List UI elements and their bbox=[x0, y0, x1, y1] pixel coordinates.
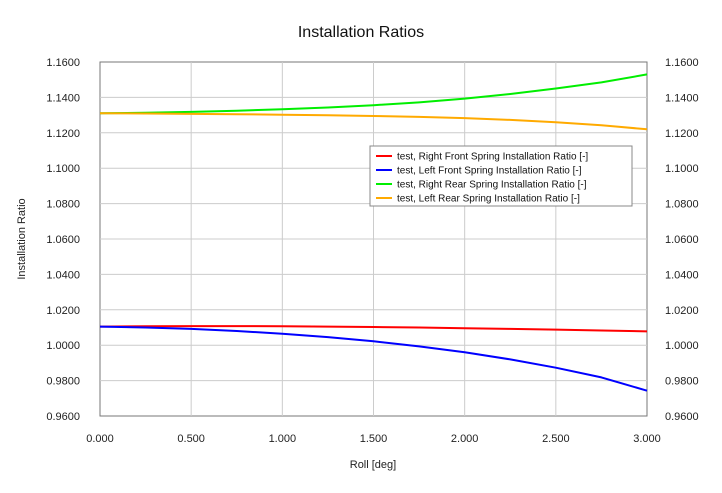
right-y-tick-label: 1.0400 bbox=[665, 269, 699, 281]
left-y-axis-ticks: 0.9600 0.9800 1.0000 1.0200 1.0400 1.0600 1.08… bbox=[46, 57, 80, 423]
right-y-tick-label: 1.0200 bbox=[665, 305, 699, 317]
series-line-3 bbox=[99, 73, 648, 115]
left-y-tick-label: 1.1000 bbox=[46, 163, 80, 175]
left-y-tick-label: 1.1200 bbox=[46, 128, 80, 140]
right-y-tick-label: 1.1600 bbox=[665, 57, 699, 69]
left-y-tick-label: 1.1400 bbox=[46, 92, 80, 104]
right-y-tick-label: 0.9800 bbox=[665, 376, 699, 388]
legend-entry-label: test, Right Front Spring Installation Ra… bbox=[397, 152, 588, 163]
series-lines bbox=[99, 73, 648, 392]
series-line-4 bbox=[99, 112, 648, 131]
x-tick-label: 2.500 bbox=[542, 433, 570, 445]
x-axis-label: Roll [deg] bbox=[350, 459, 396, 471]
x-tick-label: 1.000 bbox=[269, 433, 297, 445]
left-y-tick-label: 0.9800 bbox=[46, 376, 80, 388]
left-y-tick-label: 1.0400 bbox=[46, 269, 80, 281]
left-y-tick-label: 1.0600 bbox=[46, 234, 80, 246]
legend-entry-label: test, Left Rear Spring Installation Rati… bbox=[397, 194, 580, 205]
x-tick-label: 0.500 bbox=[177, 433, 205, 445]
series-line-1 bbox=[99, 325, 648, 333]
legend-box bbox=[369, 145, 633, 207]
grid-lines bbox=[100, 62, 647, 416]
series-line-2 bbox=[99, 325, 648, 392]
x-tick-label: 1.500 bbox=[360, 433, 388, 445]
left-y-tick-label: 1.1600 bbox=[46, 57, 80, 69]
legend: test, Right Front Spring Installation Ra… bbox=[369, 145, 633, 207]
x-tick-label: 2.000 bbox=[451, 433, 479, 445]
x-tick-label: 0.000 bbox=[86, 433, 114, 445]
legend-entry-label: test, Right Rear Spring Installation Rat… bbox=[397, 180, 587, 191]
x-axis-ticks: 0.000 0.500 1.000 1.500 2.000 2.500 3.000 bbox=[86, 433, 661, 445]
left-y-tick-label: 1.0200 bbox=[46, 305, 80, 317]
right-y-axis-ticks: 0.9600 0.9800 1.0000 1.0200 1.0400 1.0600 1.08… bbox=[665, 57, 699, 423]
right-y-tick-label: 1.1200 bbox=[665, 128, 699, 140]
right-y-tick-label: 1.0000 bbox=[665, 340, 699, 352]
right-y-tick-label: 1.0600 bbox=[665, 234, 699, 246]
right-y-tick-label: 1.1400 bbox=[665, 92, 699, 104]
left-y-tick-label: 0.9600 bbox=[46, 411, 80, 423]
right-y-tick-label: 0.9600 bbox=[665, 411, 699, 423]
chart-title: Installation Ratios bbox=[298, 24, 424, 41]
legend-entry-label: test, Left Front Spring Installation Rat… bbox=[397, 166, 582, 177]
right-y-tick-label: 1.1000 bbox=[665, 163, 699, 175]
left-y-tick-label: 1.0000 bbox=[46, 340, 80, 352]
x-tick-label: 3.000 bbox=[633, 433, 661, 445]
left-y-tick-label: 1.0800 bbox=[46, 199, 80, 211]
right-y-tick-label: 1.0800 bbox=[665, 199, 699, 211]
y-axis-label: Installation Ratio bbox=[16, 198, 28, 279]
